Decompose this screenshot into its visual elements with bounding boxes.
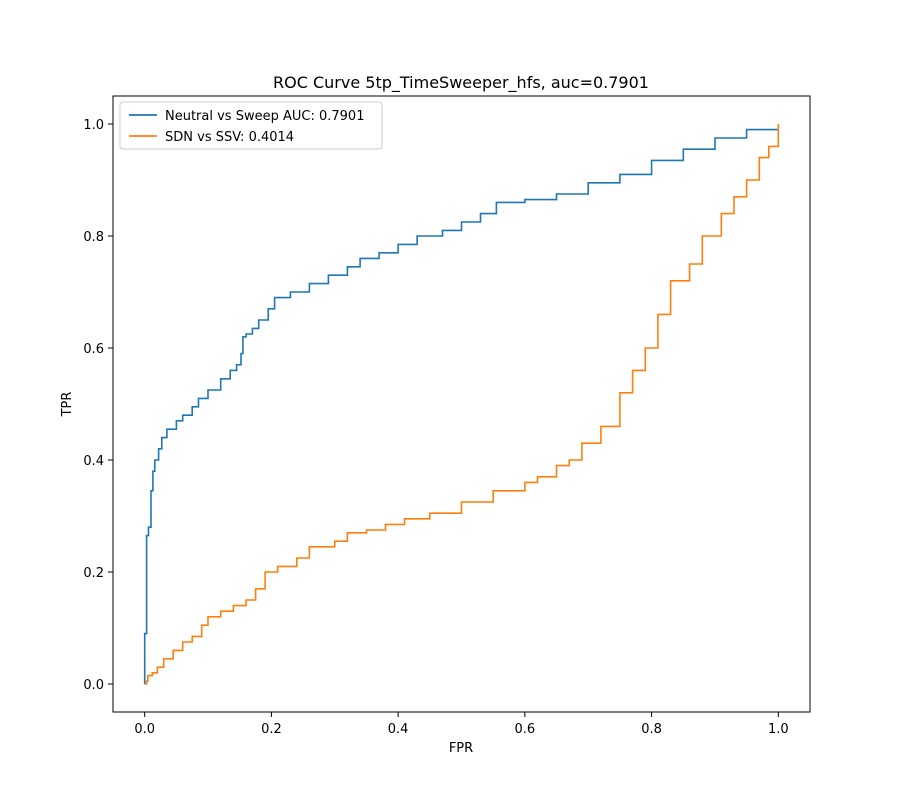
legend: Neutral vs Sweep AUC: 0.7901 SDN vs SSV: … — [119, 101, 383, 150]
plot-frame — [112, 95, 811, 713]
y-tick-label: 0.6 — [83, 342, 104, 357]
legend-entry-label: SDN vs SSV: 0.4014 — [165, 130, 294, 145]
y-tick-label: 1.0 — [83, 118, 104, 133]
y-tick-label: 0.8 — [83, 230, 104, 245]
series-line-0 — [143, 124, 780, 684]
y-axis-ticks: 0.0 0.2 0.4 0.6 0.8 1.0 — [83, 118, 113, 693]
chart-title: ROC Curve 5tp_TimeSweeper_hfs, auc=0.790… — [273, 73, 649, 93]
x-axis-label: FPR — [449, 741, 473, 756]
series-line-1 — [144, 124, 780, 685]
x-tick-label: 0.0 — [134, 722, 155, 737]
x-tick-label: 0.6 — [515, 722, 536, 737]
y-tick-label: 0.2 — [83, 566, 104, 581]
x-axis-ticks: 0.0 0.2 0.4 0.6 0.8 1.0 — [134, 712, 789, 737]
y-tick-label: 0.0 — [83, 678, 104, 693]
x-tick-label: 0.2 — [261, 722, 282, 737]
x-tick-label: 0.4 — [388, 722, 409, 737]
legend-box — [119, 101, 383, 150]
series-group — [143, 124, 780, 685]
y-axis-label: TPR — [60, 392, 75, 418]
legend-entry-label: Neutral vs Sweep AUC: 0.7901 — [165, 109, 364, 124]
x-tick-label: 0.8 — [641, 722, 662, 737]
y-tick-label: 0.4 — [83, 454, 104, 469]
x-tick-label: 1.0 — [768, 722, 789, 737]
